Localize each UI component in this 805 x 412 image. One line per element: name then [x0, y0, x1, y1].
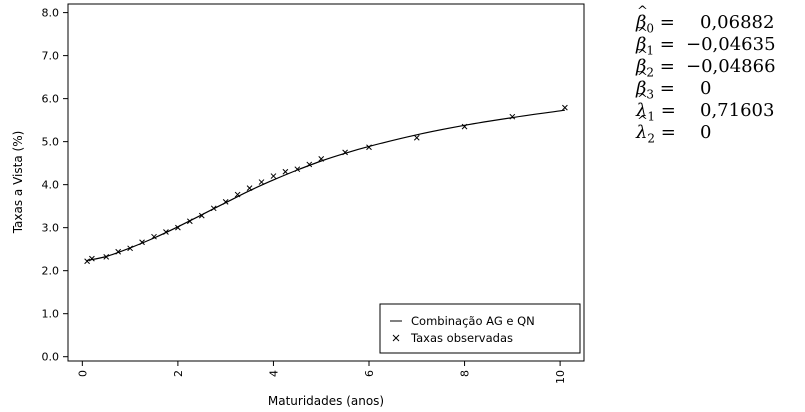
parameter-value: −0,04866: [686, 56, 776, 77]
legend-x-marker-swatch: [392, 334, 400, 342]
parameter-value: −0,04635: [686, 34, 776, 55]
spot-rate-chart: 0.0 1.0 2.0 3.0 4.0 5.0 6.0 7.0 8.0 0 2 4 6 8 10 Matu…: [11, 3, 585, 408]
observed-rate-point: [509, 113, 516, 120]
y-tick-label: 8.0: [42, 7, 60, 20]
observed-rate-point: [127, 245, 133, 252]
parameter-symbol-subscript: 2: [646, 65, 655, 80]
observed-rate-point: [175, 224, 181, 231]
x-tick-label: 4: [267, 370, 280, 377]
observed-rate-point: [413, 134, 420, 141]
parameter-value: 0,06882: [700, 12, 775, 33]
y-axis-title: Taxas a Vista (%): [11, 131, 25, 235]
parameter-row: λ2 = 0: [636, 111, 776, 146]
x-axis-title: Maturidades (anos): [268, 394, 384, 408]
parameter-symbol: λ2 =: [636, 111, 682, 146]
parameter-symbol-subscript: 1: [646, 43, 655, 58]
observed-rate-point: [294, 166, 301, 173]
observed-rate-point: [306, 161, 313, 168]
observed-rate-point: [461, 123, 468, 130]
observed-rate-point: [246, 185, 253, 191]
fitted-curve-series: [86, 109, 565, 261]
observed-rates-series: [84, 104, 568, 265]
parameter-symbol-subscript: 1: [647, 109, 656, 124]
observed-rate-point: [366, 144, 372, 151]
legend-box: [379, 303, 581, 354]
parameter-value: 0: [700, 78, 712, 99]
parameter-symbol-subscript: 0: [646, 21, 655, 36]
y-tick-label: 2.0: [42, 265, 60, 278]
observed-rate-point: [234, 191, 241, 198]
parameter-row: β3 =0: [636, 67, 776, 102]
y-axis: 0.0 1.0 2.0 3.0 4.0 5.0 6.0 7.0 8.0: [42, 7, 68, 364]
x-tick-label: 8: [459, 370, 472, 377]
y-tick-label: 1.0: [42, 308, 60, 321]
parameter-row: λ1 =0,71603: [636, 89, 776, 124]
observed-rate-point: [318, 155, 325, 162]
y-tick-label: 6.0: [42, 93, 60, 106]
parameter-row: β2 =−0,04866: [636, 45, 776, 80]
y-tick-label: 3.0: [42, 222, 60, 235]
x-tick-label: 6: [363, 370, 376, 377]
observed-rate-point: [282, 168, 289, 175]
parameter-value: 0: [700, 122, 712, 143]
parameter-symbol-subscript: 3: [646, 87, 655, 102]
plot-frame: [67, 3, 585, 362]
legend: Combinação AG e QN Taxas observadas: [379, 303, 581, 354]
observed-rate-point: [139, 239, 145, 246]
observed-rate-point: [115, 248, 122, 255]
observed-rate-point: [84, 258, 90, 265]
fitted-curve-line: [86, 109, 565, 261]
x-tick-label: 10: [554, 370, 567, 384]
observed-rate-point: [342, 149, 348, 156]
parameter-symbol-base: λ: [636, 111, 648, 144]
legend-label-fitted-curve: Combinação AG e QN: [411, 314, 535, 328]
observed-rate-point: [163, 229, 169, 235]
parameter-row: β0 =0,06882: [636, 1, 776, 36]
observed-rate-point: [151, 233, 157, 240]
parameter-symbol-subscript: 2: [647, 131, 656, 146]
y-tick-label: 0.0: [42, 351, 60, 364]
legend-label-observed-rates: Taxas observadas: [410, 331, 513, 345]
y-tick-label: 4.0: [42, 179, 60, 192]
x-tick-label: 0: [76, 370, 89, 377]
observed-rate-point: [103, 254, 110, 260]
observed-rate-point: [258, 179, 265, 185]
observed-rate-point: [270, 173, 277, 179]
observed-rate-point: [198, 212, 205, 219]
y-tick-label: 7.0: [42, 50, 60, 63]
observed-rate-point: [186, 218, 193, 225]
observed-rate-point: [562, 104, 568, 111]
observed-rate-point: [210, 205, 217, 212]
observed-rate-point: [89, 255, 95, 262]
x-axis: 0 2 4 6 8 10: [76, 361, 567, 384]
y-tick-label: 5.0: [42, 136, 60, 149]
observed-rate-point: [222, 199, 229, 205]
x-tick-label: 2: [172, 370, 185, 377]
parameter-row: β1 =−0,04635: [636, 23, 776, 58]
parameter-estimates: β0 =0,06882β1 =−0,04635β2 =−0,04866β3 =0…: [636, 1, 776, 146]
parameter-value: 0,71603: [700, 100, 775, 121]
